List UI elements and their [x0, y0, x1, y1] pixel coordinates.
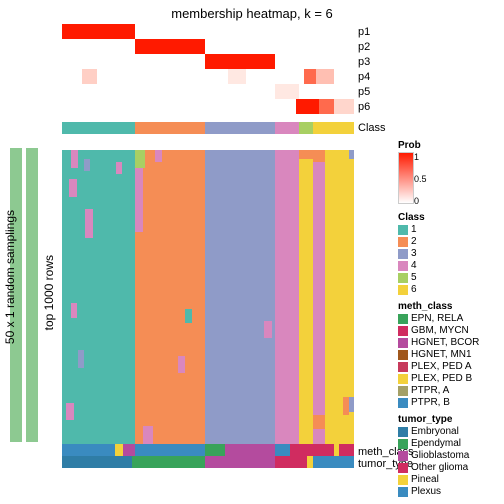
- track-label-p6: p6: [358, 101, 370, 113]
- row-annotation-2: [26, 148, 38, 442]
- legend-panel: Prob10.50Class123456meth_classEPN, RELAG…: [398, 134, 498, 498]
- track-label-p3: p3: [358, 56, 370, 68]
- track-label-p2: p2: [358, 41, 370, 53]
- y-axis-label-inner: top 1000 rows: [42, 255, 56, 330]
- membership-heatmap-body: [62, 148, 354, 444]
- y-axis-label-outer: 50 x 1 random samplings: [3, 210, 17, 344]
- track-label-p1: p1: [358, 26, 370, 38]
- heatmap-figure: membership heatmap, k = 6 50 x 1 random …: [0, 0, 504, 504]
- probability-tracks: [62, 24, 354, 114]
- class-annotation-bar: [62, 122, 354, 134]
- track-label-p4: p4: [358, 71, 370, 83]
- track-label-p5: p5: [358, 86, 370, 98]
- track-label-Class: Class: [358, 122, 386, 134]
- chart-title: membership heatmap, k = 6: [0, 6, 504, 21]
- column-annotation-bars: [62, 444, 354, 468]
